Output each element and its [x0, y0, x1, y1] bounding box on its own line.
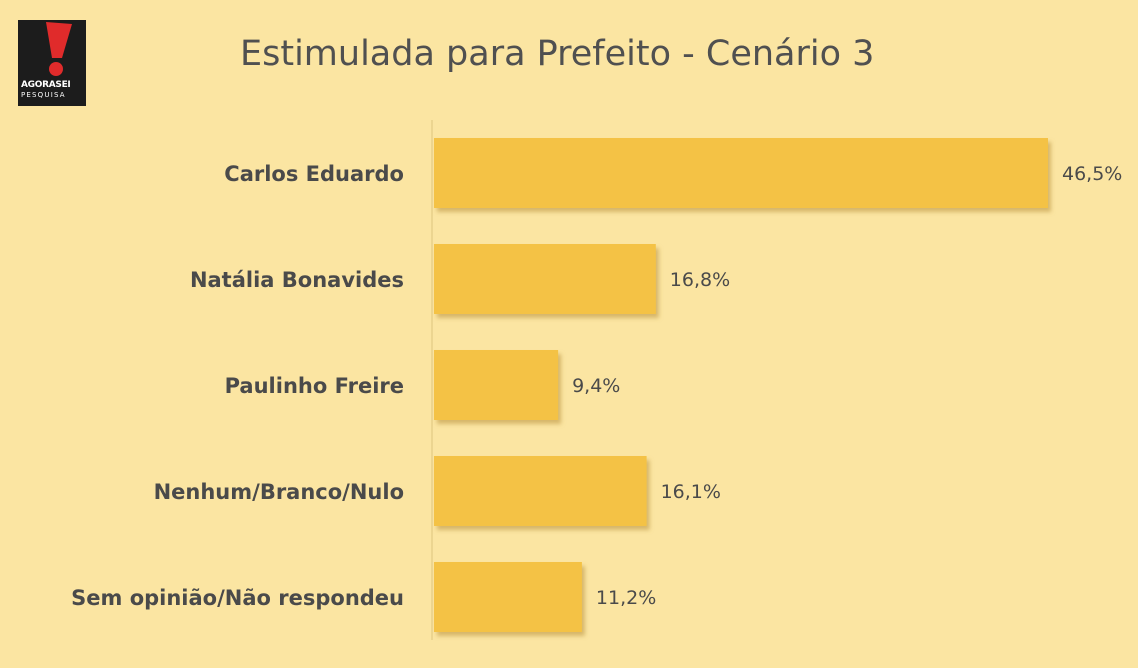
chart-title: Estimulada para Prefeito - Cenário 3 — [240, 34, 875, 74]
exclamation-icon — [46, 22, 72, 76]
category-label-4: Sem opinião/Não respondeu — [71, 586, 404, 610]
bar-1 — [434, 244, 656, 314]
value-label-2: 9,4% — [572, 375, 620, 397]
agorasei-logo: AGORASEI PESQUISA — [18, 20, 86, 106]
category-label-3: Nenhum/Branco/Nulo — [154, 480, 404, 504]
bar-4 — [434, 562, 582, 632]
bar-0 — [434, 138, 1048, 208]
value-label-4: 11,2% — [596, 587, 656, 609]
category-label-1: Natália Bonavides — [190, 268, 404, 292]
category-label-0: Carlos Eduardo — [224, 162, 404, 186]
value-label-1: 16,8% — [670, 269, 730, 291]
logo-brand-sub: PESQUISA — [21, 91, 66, 99]
category-label-2: Paulinho Freire — [225, 374, 404, 398]
bar-3 — [434, 456, 647, 526]
bar-2 — [434, 350, 559, 420]
logo-brand: AGORASEI — [21, 80, 71, 90]
value-label-3: 16,1% — [661, 481, 721, 503]
value-label-0: 46,5% — [1062, 163, 1122, 185]
